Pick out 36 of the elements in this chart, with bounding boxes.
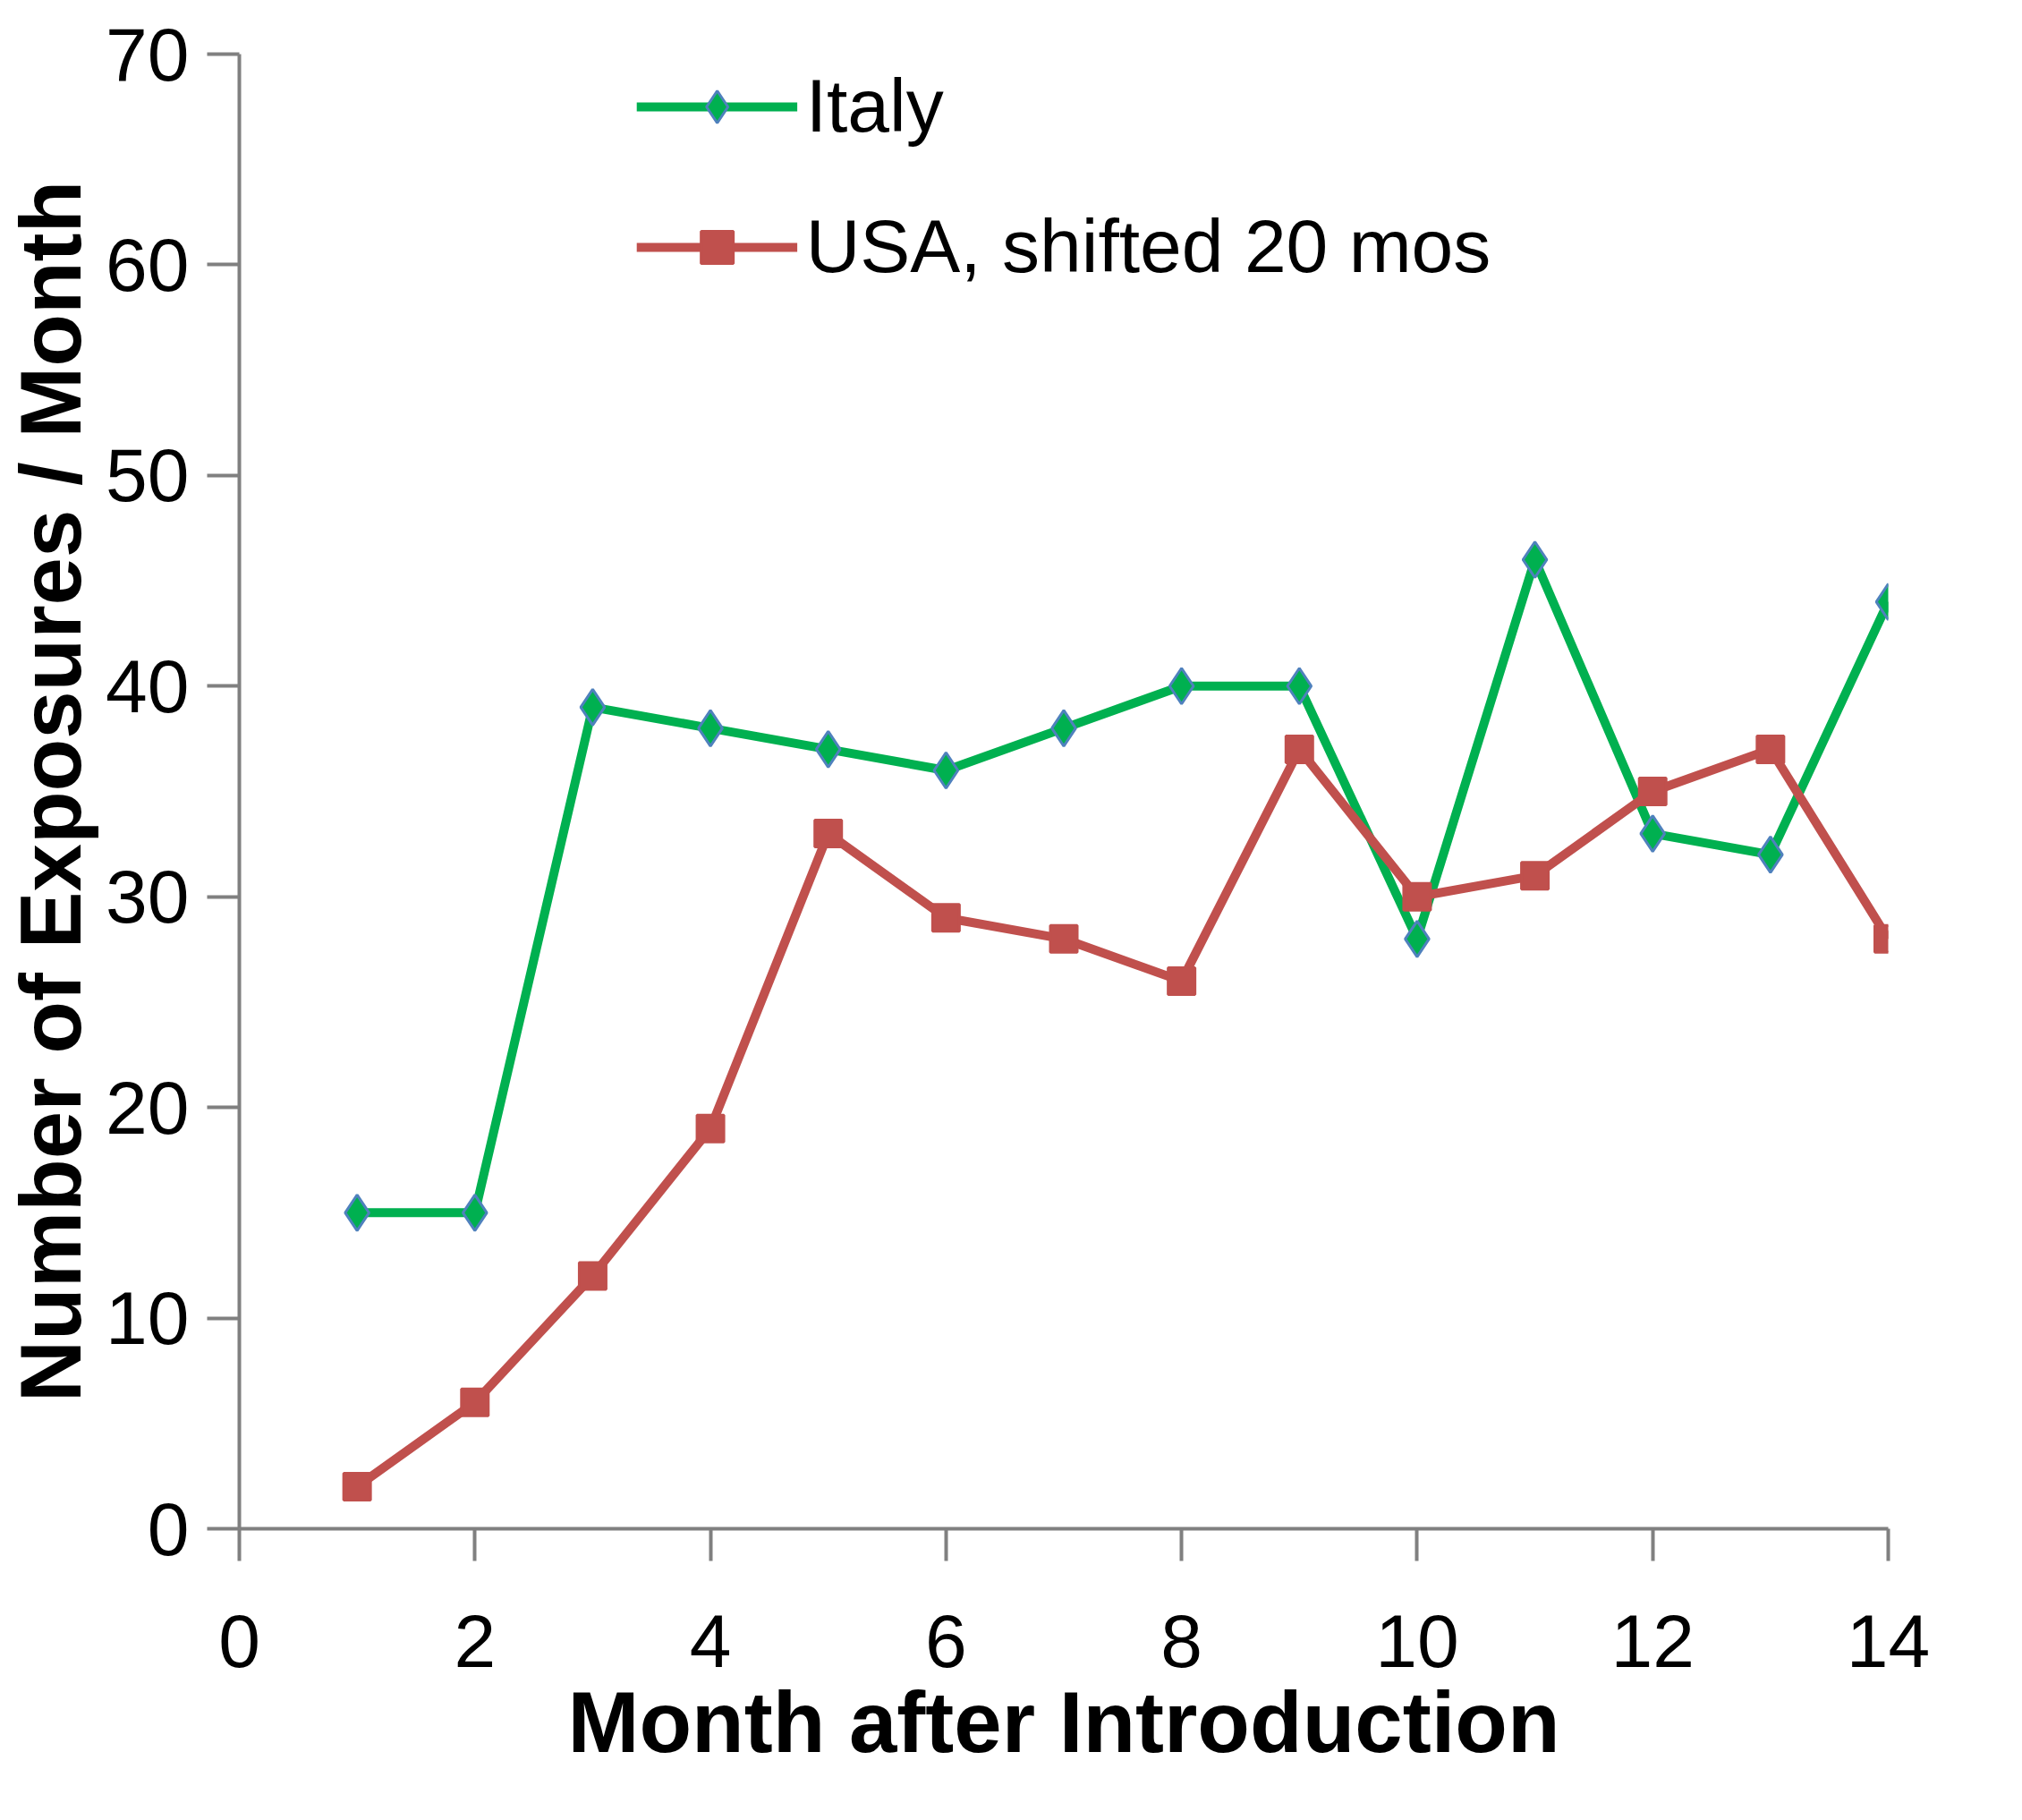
point xyxy=(1049,923,1079,954)
legend-label: USA, shifted 20 mos xyxy=(805,203,1491,290)
x-tick-label: 2 xyxy=(454,1598,497,1683)
y-tick-label: 50 xyxy=(106,433,190,518)
x-tick-label: 12 xyxy=(1610,1598,1695,1683)
point xyxy=(1168,667,1195,706)
point xyxy=(460,1387,490,1417)
x-tick-label: 0 xyxy=(218,1598,260,1683)
point xyxy=(814,729,842,769)
point xyxy=(932,751,960,790)
y-tick-label: 10 xyxy=(106,1276,190,1361)
point xyxy=(1286,667,1313,706)
y-tick-label: 30 xyxy=(106,855,190,940)
y-tick-label: 60 xyxy=(106,222,190,307)
point xyxy=(813,819,844,849)
legend-label: Italy xyxy=(805,63,944,149)
point xyxy=(461,1193,489,1232)
x-tick-label: 14 xyxy=(1846,1598,1931,1683)
point xyxy=(1521,540,1549,580)
point xyxy=(1167,965,1197,996)
point xyxy=(1284,734,1314,764)
point xyxy=(1755,734,1786,764)
point xyxy=(579,687,607,727)
y-tick-label: 0 xyxy=(147,1486,190,1571)
point xyxy=(1520,861,1550,891)
y-tick-label: 20 xyxy=(106,1065,190,1150)
point xyxy=(930,903,961,933)
point xyxy=(1402,881,1432,912)
point xyxy=(577,1261,607,1291)
y-axis-title: Number of Exposures / Month xyxy=(3,180,99,1403)
point xyxy=(342,1471,372,1501)
point xyxy=(695,1113,726,1144)
y-tick-label: 40 xyxy=(106,643,190,728)
point xyxy=(1637,777,1668,806)
y-tick-label: 70 xyxy=(106,12,190,97)
point xyxy=(1639,814,1667,854)
